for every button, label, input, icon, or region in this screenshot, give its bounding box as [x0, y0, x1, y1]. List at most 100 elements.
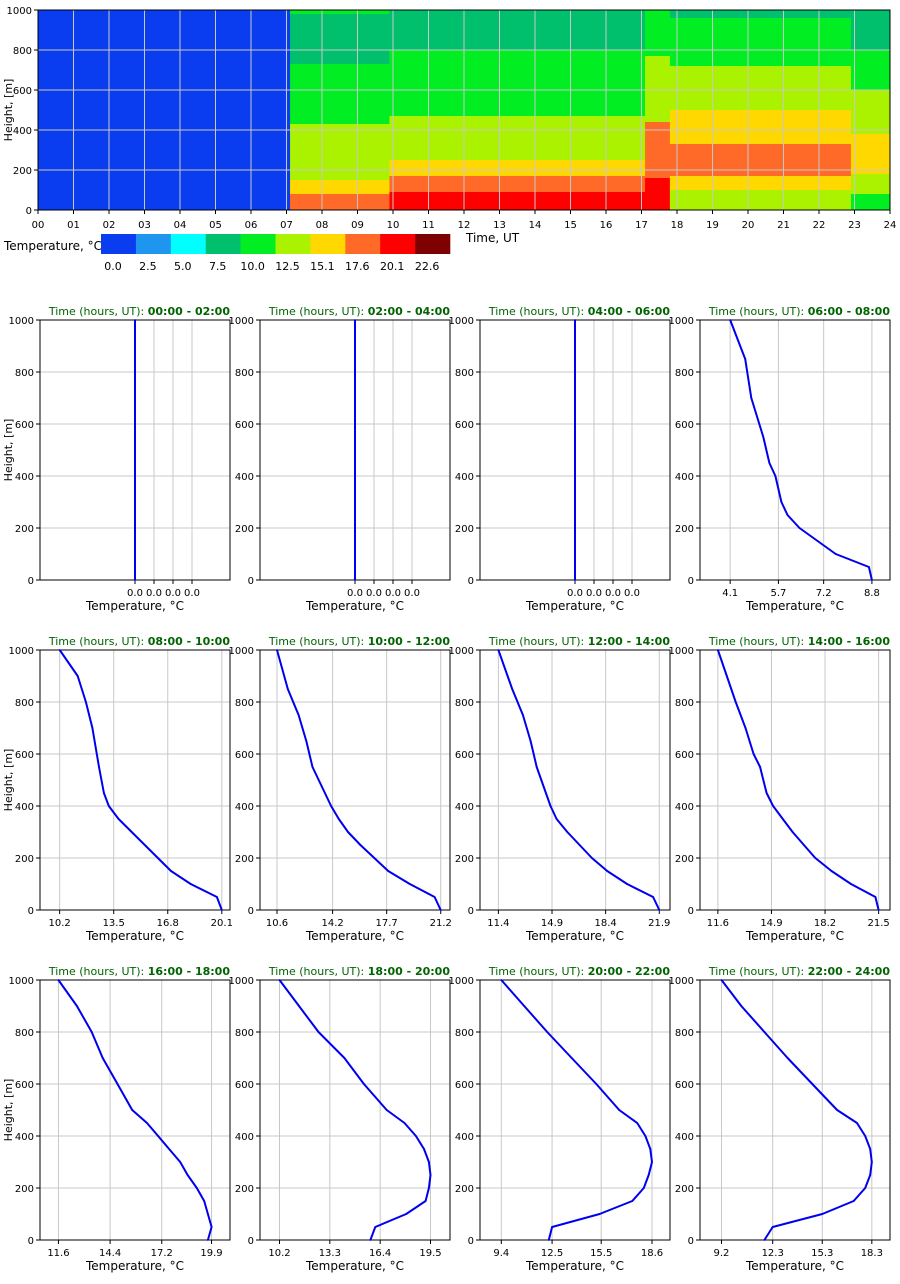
- profile-point: [777, 488, 780, 490]
- panel-y-tick-label: 600: [675, 750, 694, 761]
- profile-panel: Time (hours, UT): 16:00 - 18:00 11.6 14.4 1…: [2, 965, 231, 1273]
- profile-point: [529, 740, 532, 742]
- panel-x-tick-label: 12.3: [762, 1248, 784, 1259]
- profile-point: [130, 831, 133, 833]
- panel-x-tick-label: 15.3: [811, 1248, 833, 1259]
- panel-y-tick-label: 0: [468, 1236, 474, 1247]
- panel-x-tick-label: 18.3: [861, 1248, 883, 1259]
- panel-x-axis-label: Temperature, °C: [525, 599, 624, 613]
- profile-point: [276, 649, 278, 651]
- panel-y-tick-label: 0: [468, 906, 474, 917]
- panel-y-tick-label: 200: [235, 524, 254, 535]
- profile-point: [354, 553, 356, 555]
- profile-point: [574, 345, 576, 347]
- panel-x-tick-label: 18.6: [641, 1248, 663, 1259]
- panel-title: Time (hours, UT): 08:00 - 10:00: [48, 635, 231, 648]
- panel-y-tick-label: 1000: [449, 976, 474, 987]
- profile-point: [864, 1135, 867, 1137]
- profile-point: [146, 1122, 148, 1124]
- profile-point: [574, 436, 576, 438]
- panel-title: Time (hours, UT): 18:00 - 20:00: [268, 965, 451, 978]
- panel-y-tick-label: 200: [455, 1184, 474, 1195]
- panel-x-axis-label: Temperature, °C: [85, 1259, 184, 1273]
- profile-point: [84, 701, 87, 703]
- panel-x-axis-label: Temperature, °C: [85, 599, 184, 613]
- profile-point: [354, 462, 356, 464]
- profile-point: [354, 332, 356, 334]
- profile-line: [497, 649, 661, 911]
- profile-point: [578, 844, 581, 846]
- heatmap-y-tick-label: 0: [26, 206, 32, 217]
- profile-point: [429, 1174, 432, 1176]
- profile-point: [143, 844, 146, 846]
- panel-x-axis-label: Temperature, °C: [745, 1259, 844, 1273]
- panel-y-tick-label: 800: [675, 698, 694, 709]
- panel-title-prefix: Time (hours, UT):: [708, 635, 808, 648]
- profile-point: [297, 714, 300, 716]
- profile-point: [134, 410, 136, 412]
- profile-point: [774, 475, 777, 477]
- heatmap-x-axis-label: Time, UT: [465, 231, 520, 245]
- legend-swatch: [205, 234, 241, 254]
- profile-point: [814, 857, 817, 859]
- legend-label: 15.1: [310, 260, 335, 273]
- profile-point: [101, 1057, 104, 1059]
- heatmap-y-axis-label: Height, [m]: [2, 79, 15, 142]
- profile-point: [179, 1161, 182, 1163]
- panel-y-tick-label: 400: [235, 802, 254, 813]
- legend-swatch: [310, 234, 346, 254]
- profile-point: [134, 371, 136, 373]
- profile-point: [354, 540, 356, 542]
- profile-point: [763, 1031, 766, 1033]
- profile-point: [354, 410, 356, 412]
- heatmap-x-tick-label: 13: [493, 220, 506, 231]
- panel-y-tick-label: 800: [15, 368, 34, 379]
- panel-x-tick-label: 20.1: [211, 918, 233, 929]
- profile-point: [369, 1239, 372, 1241]
- panel-y-tick-label: 600: [455, 1080, 474, 1091]
- profile-point: [134, 332, 136, 334]
- heatmap-cell: [290, 124, 390, 180]
- panel-y-tick-label: 600: [235, 420, 254, 431]
- profile-point: [117, 818, 120, 820]
- profile-point: [354, 501, 356, 503]
- profile-line: [276, 649, 442, 911]
- profile-point: [821, 1213, 824, 1215]
- profile-point: [354, 384, 356, 386]
- profile-point: [278, 979, 281, 981]
- profile-point: [744, 358, 747, 360]
- profile-point: [433, 896, 436, 898]
- panel-title-range: 20:00 - 22:00: [588, 965, 671, 978]
- legend-label: 10.0: [240, 260, 265, 273]
- panel-x-tick-label: 14.2: [321, 918, 343, 929]
- panel-y-tick-label: 200: [15, 854, 34, 865]
- profile-point: [323, 792, 326, 794]
- profile-point: [134, 553, 136, 555]
- panel-title-prefix: Time (hours, UT):: [488, 305, 588, 318]
- profile-point: [852, 1200, 855, 1202]
- profile-point: [210, 1226, 213, 1228]
- panel-x-tick-label: 21.9: [648, 918, 670, 929]
- panel-y-tick-label: 0: [28, 576, 34, 587]
- panel-y-tick-label: 600: [455, 750, 474, 761]
- panel-title-prefix: Time (hours, UT):: [488, 635, 588, 648]
- heatmap-x-tick-label: 20: [742, 220, 755, 231]
- profile-panel: Time (hours, UT): 14:00 - 16:00 11.6 14.9 1…: [669, 635, 891, 943]
- panel-x-tick-label: 10.2: [49, 918, 71, 929]
- profile-point: [134, 358, 136, 360]
- profile-point: [354, 345, 356, 347]
- panel-x-tick-label: 8.8: [864, 588, 880, 599]
- panel-y-tick-label: 0: [468, 576, 474, 587]
- profile-point: [535, 766, 538, 768]
- panel-x-tick-label: 17.2: [151, 1248, 173, 1259]
- panel-y-tick-label: 800: [235, 698, 254, 709]
- profile-point: [354, 436, 356, 438]
- profile-point: [58, 649, 61, 651]
- profile-point: [90, 1031, 93, 1033]
- heatmap-cell: [645, 122, 671, 178]
- profile-point: [57, 979, 60, 981]
- profile-point: [870, 1161, 873, 1163]
- heatmap-x-tick-label: 04: [174, 220, 187, 231]
- panel-x-tick-label: 0.0: [605, 588, 621, 599]
- profile-line: [278, 979, 432, 1241]
